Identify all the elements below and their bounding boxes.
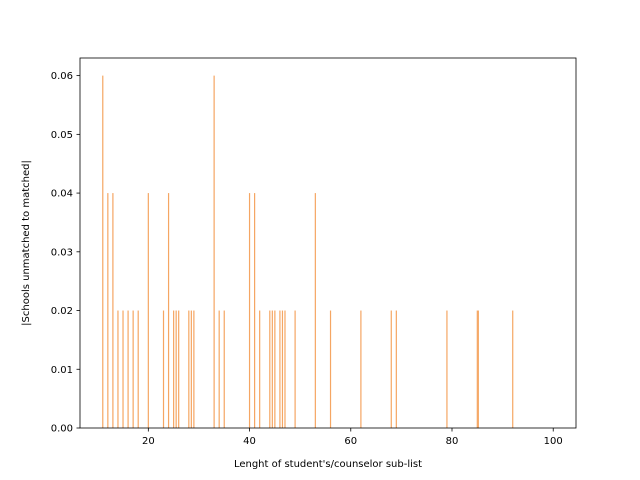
bar (284, 310, 286, 428)
x-tick-label: 20 (142, 436, 155, 447)
bar (127, 310, 129, 428)
bar (218, 310, 220, 428)
y-axis: 0.00 0.01 0.02 0.03 0.04 0.05 0.06 (51, 71, 80, 435)
bar (360, 310, 362, 428)
y-axis-label: |Schools unmatched to matched| (21, 160, 32, 326)
bar (132, 310, 134, 428)
bar (248, 193, 251, 428)
bar (137, 310, 139, 428)
bar (512, 310, 514, 428)
bar (162, 310, 165, 428)
bars-group (102, 75, 514, 429)
y-tick-label: 0.03 (51, 247, 73, 258)
bar (173, 310, 175, 428)
bar (390, 310, 392, 428)
y-tick-label: 0.04 (51, 189, 73, 200)
plot-frame (79, 57, 577, 429)
bar (112, 193, 114, 428)
x-tick-label: 80 (446, 436, 459, 447)
bar (279, 310, 281, 428)
bar (122, 310, 124, 428)
bar (213, 75, 215, 429)
bar (175, 310, 177, 428)
y-tick-label: 0.00 (51, 424, 73, 435)
bar (477, 310, 479, 428)
bar (254, 193, 256, 428)
bar (314, 193, 316, 428)
bar (147, 193, 149, 428)
bar (223, 310, 225, 428)
bar (476, 310, 478, 428)
bar (190, 310, 192, 428)
bar (274, 310, 276, 428)
x-tick-label: 40 (243, 436, 256, 447)
bar (271, 310, 273, 428)
bar (259, 310, 261, 428)
bar (193, 310, 195, 428)
x-axis-label: Lenght of student's/counselor sub-list (234, 459, 422, 470)
bar (269, 310, 271, 428)
x-tick-label: 60 (344, 436, 357, 447)
bar (395, 310, 397, 428)
bar (294, 310, 296, 428)
bar (188, 310, 190, 428)
bar (281, 310, 284, 428)
bar (107, 193, 109, 428)
bar (329, 310, 332, 428)
x-tick-label: 100 (544, 436, 563, 447)
bar (178, 310, 180, 428)
y-tick-label: 0.06 (51, 71, 73, 82)
bar (102, 75, 104, 429)
bar (167, 193, 170, 428)
y-tick-label: 0.05 (51, 130, 73, 141)
bar (117, 310, 119, 428)
x-axis: 20 40 60 80 100 (142, 428, 563, 447)
y-tick-label: 0.01 (51, 365, 73, 376)
y-tick-label: 0.02 (51, 306, 73, 317)
bar (446, 310, 448, 428)
